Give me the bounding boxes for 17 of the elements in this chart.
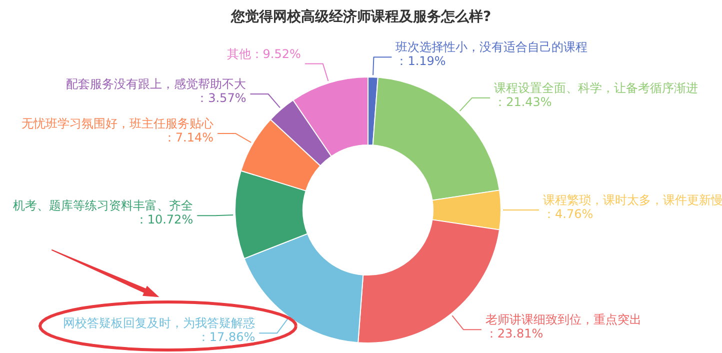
data-label: ：7.14% xyxy=(163,130,214,144)
slice-label: 无忧班学习氛围好，班主任服务贴心 xyxy=(22,116,214,130)
slice-label: 网校答疑板回复及时，为我答疑解惑 xyxy=(63,316,256,330)
data-label: ：21.43% xyxy=(494,94,552,109)
slice-label: 课程设置全面、科学，让备考循序渐进 xyxy=(494,80,698,95)
data-label: ：1.19% xyxy=(396,54,446,68)
data-label: ：3.57% xyxy=(196,91,246,105)
slice-label: 老师讲课细致到位，重点突出 xyxy=(485,312,642,327)
data-label: ：10.72% xyxy=(135,212,194,227)
slice-label: 其他：9.52% xyxy=(226,46,301,61)
slice-label: 配套服务没有跟上，感觉帮助不大 xyxy=(66,77,246,91)
chart-title: 您觉得网校高级经济师课程及服务怎么样? xyxy=(230,8,492,25)
data-label: ：4.76% xyxy=(543,207,594,221)
data-label: ：17.86% xyxy=(197,330,256,344)
slice-label: 班次选择性小，没有适合自己的课程 xyxy=(396,40,588,54)
slice-label: 机考、题库等练习资料丰富、齐全 xyxy=(13,198,194,213)
data-label: ：23.81% xyxy=(485,326,544,341)
